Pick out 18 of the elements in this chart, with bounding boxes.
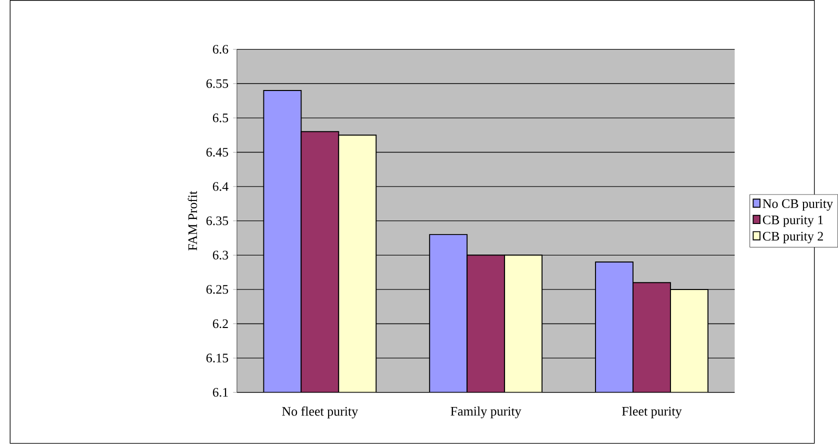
legend-label: CB purity 1 <box>762 216 823 228</box>
y-tick-label: 6.2 <box>212 320 228 328</box>
y-tick-label: 6.6 <box>212 45 228 54</box>
y-tick-label: 6.55 <box>206 79 228 88</box>
y-tick-label: 6.45 <box>206 148 228 157</box>
y-tick-label: 6.3 <box>212 250 228 260</box>
y-tick-label: 6.35 <box>206 216 228 226</box>
legend-label: No CB purity <box>762 199 833 211</box>
x-tick-label: Fleet purity <box>622 406 682 418</box>
y-tick-label: 6.1 <box>212 388 228 397</box>
legend-label: CB purity 2 <box>762 232 823 244</box>
x-tick-label: No fleet purity <box>282 406 358 419</box>
x-tick-label: Family purity <box>450 406 522 418</box>
y-tick-label: 6.25 <box>206 285 228 294</box>
y-tick-label: 6.15 <box>206 354 228 363</box>
y-axis-title: FAM Profit <box>188 191 198 251</box>
y-tick-label: 6.4 <box>212 182 228 192</box>
y-tick-label: 6.5 <box>212 114 228 122</box>
